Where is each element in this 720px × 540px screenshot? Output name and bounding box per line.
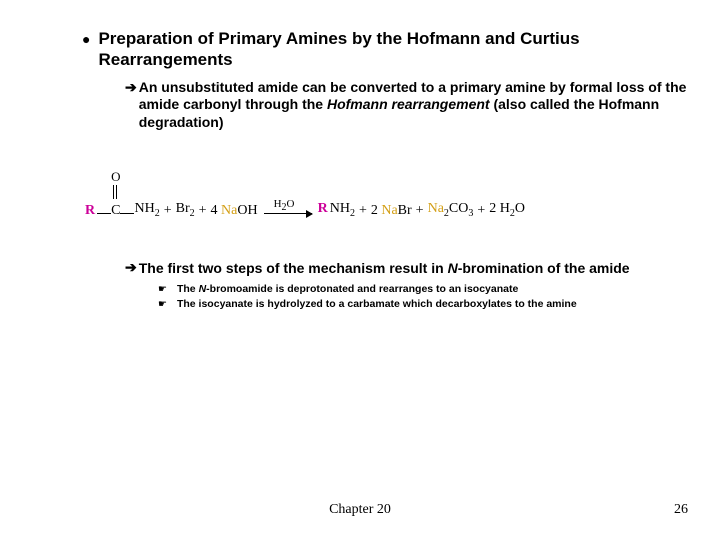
title-row: ● Preparation of Primary Amines by the H… <box>82 28 690 71</box>
plus-icon: + <box>416 203 424 219</box>
subpoints: ☛ The N-bromoamide is deprotonated and r… <box>158 283 690 311</box>
br2: Br2 <box>176 201 195 219</box>
point-2: ➔ The first two steps of the mechanism r… <box>125 259 690 277</box>
arrow-bullet-icon: ➔ <box>125 79 137 96</box>
na2co3: Na2CO3 <box>428 201 474 219</box>
plus-icon: + <box>477 203 485 219</box>
point-2-italic: N <box>448 260 458 276</box>
carbonyl: O C <box>111 203 120 219</box>
r-group: R <box>85 203 95 219</box>
point-1-text: An unsubstituted amide can be converted … <box>139 79 690 132</box>
slide-title: Preparation of Primary Amines by the Hof… <box>98 28 690 71</box>
point-1: ➔ An unsubstituted amide can be converte… <box>125 79 690 132</box>
carbon-label: C <box>111 203 120 218</box>
bullet-dot: ● <box>82 31 90 47</box>
bond-icon <box>120 213 134 214</box>
naoh: 4 NaOH <box>211 203 258 219</box>
reaction-equation: R O C NH2 + Br2 + 4 NaOH H2O RNH2 + 2 Na… <box>85 159 690 219</box>
point-2-tail: -bromination of the amide <box>458 260 630 276</box>
plus-icon: + <box>164 203 172 219</box>
amide-structure: R O C NH2 <box>85 201 160 219</box>
nh2-label: NH2 <box>134 201 159 219</box>
subpoint-1-text: The N-bromoamide is deprotonated and rea… <box>177 283 518 297</box>
bond-icon <box>97 213 111 214</box>
arrow-bullet-icon: ➔ <box>125 259 137 276</box>
hand-bullet-icon: ☛ <box>158 299 167 310</box>
plus-icon: + <box>359 203 367 219</box>
water-product: 2 H2O <box>489 201 525 219</box>
arrow-condition: H2O <box>274 198 295 213</box>
footer-chapter: Chapter 20 <box>0 502 720 518</box>
point-1-italic: Hofmann rearrangement <box>327 96 490 112</box>
footer-page-number: 26 <box>674 502 688 518</box>
subpoint-2: ☛ The isocyanate is hydrolyzed to a carb… <box>158 298 690 312</box>
subpoint-1: ☛ The N-bromoamide is deprotonated and r… <box>158 283 690 297</box>
double-bond-icon <box>113 185 117 199</box>
reaction-arrow-icon: H2O <box>264 213 312 214</box>
plus-icon: + <box>199 203 207 219</box>
subpoint-2-text: The isocyanate is hydrolyzed to a carbam… <box>177 298 577 312</box>
oxygen-label: O <box>111 169 120 185</box>
product-amine: RNH2 <box>318 201 355 219</box>
hand-bullet-icon: ☛ <box>158 284 167 295</box>
nabr: 2 NaBr <box>371 203 412 219</box>
point-2-lead: The first two steps of the mechanism res… <box>139 260 448 276</box>
point-2-text: The first two steps of the mechanism res… <box>139 259 630 277</box>
